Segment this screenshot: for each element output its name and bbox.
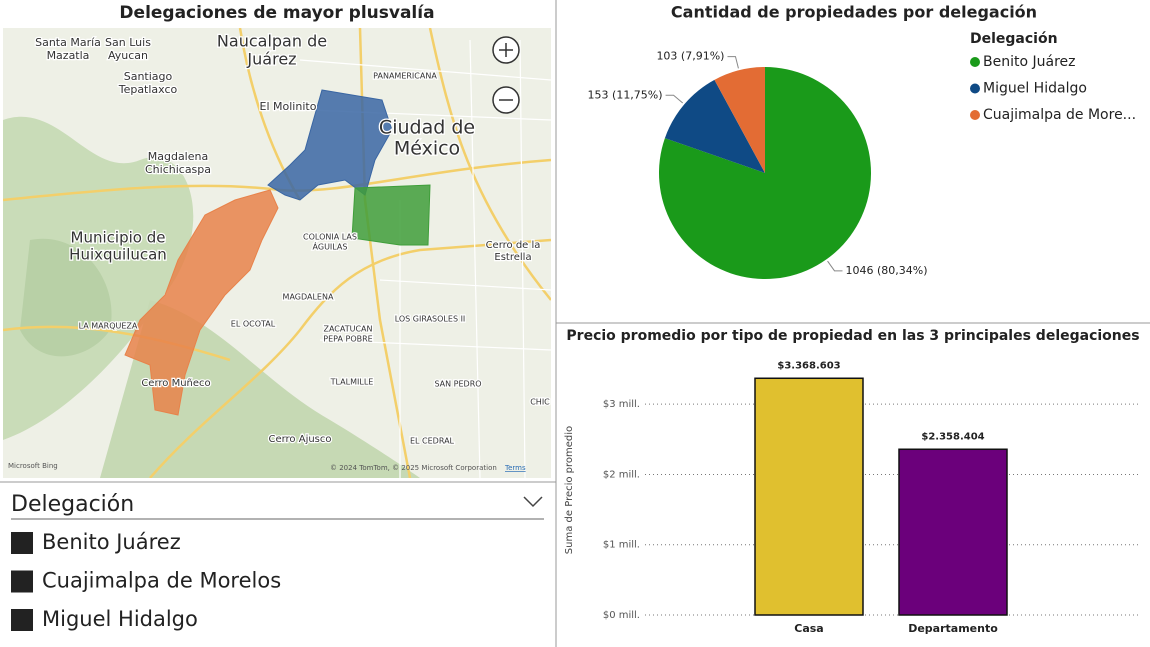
pie-slice[interactable] [664, 79, 765, 173]
map-label: SAN PEDRO [434, 380, 481, 389]
chart-title: Cantidad de propiedades por delegación [671, 3, 1037, 22]
map-logo: Microsoft Bing [8, 462, 58, 470]
slicer-item[interactable]: Benito Juárez [42, 530, 181, 554]
x-tick-label: Departamento [908, 622, 998, 635]
map-label: PEPA POBRE [323, 335, 372, 344]
map-area[interactable] [351, 184, 431, 246]
map-label: CHIC [530, 398, 550, 407]
x-tick-label: Casa [794, 622, 823, 635]
streets [299, 39, 551, 478]
map-label: Huixquilucan [69, 246, 167, 264]
map-label: Mazatla [47, 49, 90, 62]
map-label: Magdalena [148, 150, 208, 163]
y-axis-title: Suma de Precio promedio [564, 426, 575, 554]
slicer-checkbox[interactable] [11, 532, 33, 554]
legend-marker [970, 110, 980, 120]
map-label: Cerro Muñeco [141, 378, 210, 389]
map-label: EL OCOTAL [231, 320, 276, 329]
y-tick-label: $3 mill. [603, 399, 640, 410]
map-label: Ayucan [108, 49, 148, 62]
slicer: Delegación Benito Juárez Cuajimalpa de Mo… [11, 492, 544, 631]
map-label: TLALMILLE [330, 378, 374, 387]
y-tick-label: $1 mill. [603, 540, 640, 551]
map-area[interactable] [267, 89, 393, 201]
map-label: Santiago [124, 70, 173, 83]
legend-marker [970, 57, 980, 67]
slicer-item[interactable]: Miguel Hidalgo [42, 607, 198, 631]
map-label: Cerro Ajusco [268, 434, 331, 445]
y-tick-label: $2 mill. [603, 469, 640, 480]
legend-title: Delegación [970, 31, 1058, 47]
leader-line [827, 260, 843, 272]
legend-label[interactable]: Cuajimalpa de More... [983, 107, 1136, 123]
map-label: San Luis [105, 36, 151, 49]
y-tick-label: $0 mill. [603, 610, 640, 621]
map-label: LA MARQUEZA [79, 322, 138, 331]
slicer-dropdown[interactable] [523, 496, 543, 508]
map-label: Tepatlaxco [118, 83, 178, 96]
map-label: Santa María [35, 36, 101, 49]
map-attribution: © 2024 TomTom, © 2025 Microsoft Corporat… [330, 464, 497, 472]
map-label: Estrella [494, 252, 531, 263]
data-label: 103 (7,91%) [656, 50, 724, 63]
bar[interactable] [898, 448, 1008, 616]
map-label: ZACATUCAN [323, 325, 372, 334]
slicer-title: Delegación [11, 492, 134, 517]
slicer-checkbox[interactable] [11, 609, 33, 631]
map-label: MAGDALENA [283, 293, 334, 302]
data-label: $3.368.603 [777, 360, 840, 371]
map-label: Cerro de la [486, 240, 541, 251]
bar[interactable] [754, 377, 864, 616]
zoom-in-icon [499, 43, 513, 57]
pie-slice[interactable] [714, 67, 765, 173]
slicer-checkbox[interactable] [11, 570, 33, 593]
map-label: LOS GIRASOLES II [395, 315, 466, 324]
map-label: Municipio de [71, 229, 166, 247]
map-label: PANAMERICANA [373, 72, 437, 81]
data-label: 1046 (80,34%) [845, 264, 927, 277]
leader-line [727, 56, 739, 69]
map-terms[interactable]: Terms [504, 464, 526, 472]
legend-label[interactable]: Benito Juárez [983, 54, 1075, 70]
map-label: Naucalpan de [217, 32, 327, 51]
map-area[interactable] [124, 189, 279, 416]
leader-line [665, 94, 684, 104]
map-label: Ciudad de [379, 117, 475, 139]
map-label: ÁGUILAS [313, 241, 348, 252]
slicer-item[interactable]: Cuajimalpa de Morelos [42, 569, 281, 593]
data-label: 153 (11,75%) [588, 88, 663, 101]
legend-marker [970, 83, 980, 94]
legend-label[interactable]: Miguel Hidalgo [983, 81, 1087, 97]
map-label: Juárez [246, 50, 296, 69]
map-label: México [394, 138, 460, 160]
map-label: Chichicaspa [145, 163, 211, 176]
chart-title: Precio promedio por tipo de propiedad en… [566, 328, 1139, 344]
map-label: El Molinito [260, 100, 317, 113]
map-title: Delegaciones de mayor plusvalía [119, 3, 434, 23]
map-label: EL CEDRAL [410, 437, 455, 446]
map-label: COLONIA LAS [303, 233, 357, 242]
data-label: $2.358.404 [921, 431, 984, 442]
